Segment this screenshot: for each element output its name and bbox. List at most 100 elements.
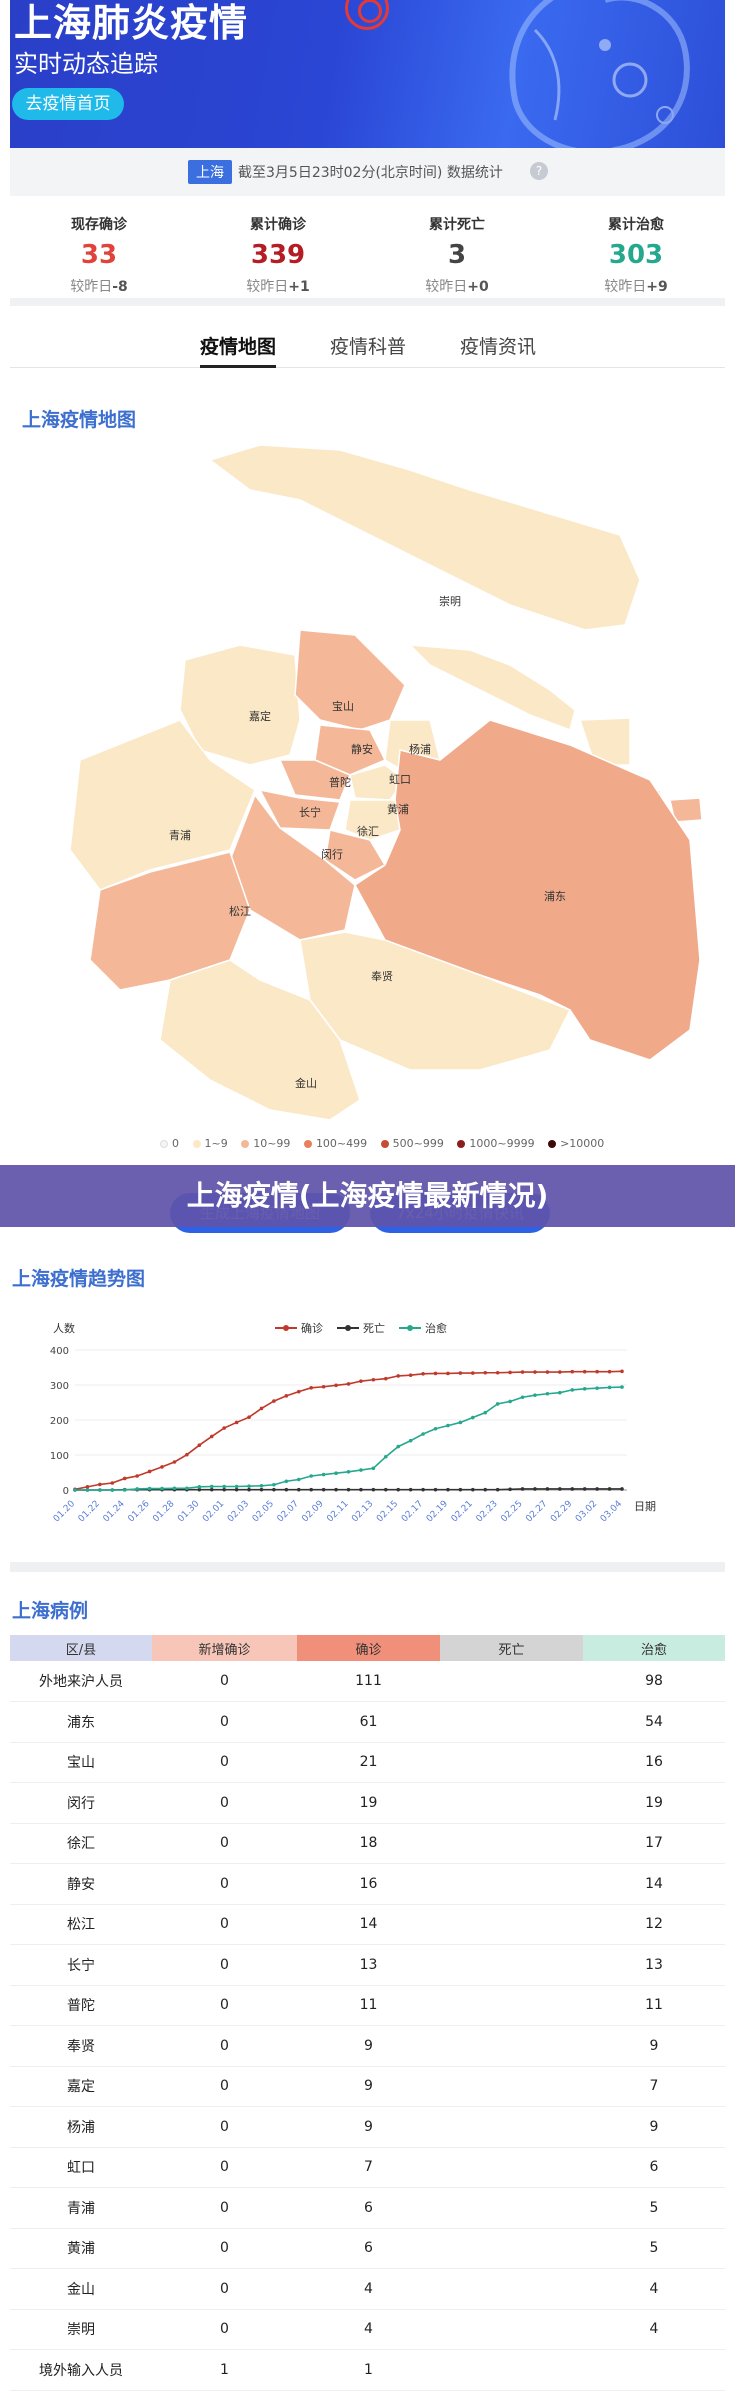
data-point: [620, 1487, 624, 1491]
stat-total-confirmed: 累计确诊 339 较昨日+1: [189, 214, 367, 296]
legend-item: 0: [160, 1137, 179, 1150]
data-point: [209, 1434, 214, 1439]
legend-item: >10000: [548, 1137, 604, 1150]
tab-epidemic-news[interactable]: 疫情资讯: [460, 336, 537, 358]
table-row: 普陀 0 11 11: [10, 1985, 725, 2026]
data-point: [234, 1420, 239, 1425]
stat-value: 33: [80, 240, 118, 270]
stat-total-cured: 累计治愈 303 较昨日+9: [547, 214, 725, 296]
data-point: [495, 1487, 500, 1492]
data-point: [110, 1481, 115, 1485]
data-point: [98, 1488, 102, 1492]
label-changning: 长宁: [299, 805, 321, 819]
district-chongming: [208, 444, 641, 631]
shanghai-district-map: 崇明 嘉定 宝山 静安 杨浦 虹口 普陀 长宁 黄浦 徐汇 青浦 闵行 松江 浦…: [69, 444, 703, 1120]
epidemic-home-button[interactable]: 去疫情首页: [12, 88, 124, 120]
data-point: [383, 1487, 388, 1492]
data-point: [197, 1487, 202, 1492]
table-cell: 0: [152, 2187, 297, 2229]
data-point: [458, 1371, 463, 1375]
table-cell: 11: [583, 1985, 725, 2026]
table-cell: 0: [152, 2268, 297, 2310]
data-point: [334, 1383, 338, 1388]
data-point: [533, 1487, 537, 1491]
data-point: [309, 1386, 314, 1390]
data-point: [147, 1469, 152, 1474]
x-tick-label: 01.20: [52, 1499, 77, 1524]
data-point: [160, 1486, 164, 1491]
table-cell: 浦东: [10, 1701, 152, 1743]
header-deaths[interactable]: 死亡: [440, 1635, 583, 1661]
header-district[interactable]: 区/县: [10, 1635, 152, 1661]
data-point: [533, 1393, 537, 1397]
data-point: [346, 1470, 351, 1474]
data-point: [582, 1487, 587, 1491]
header-new-confirmed[interactable]: 新增确诊: [152, 1635, 297, 1661]
table-cell: 5: [583, 2187, 725, 2229]
header-confirmed[interactable]: 确诊: [297, 1635, 440, 1661]
data-point: [570, 1388, 575, 1392]
y-tick-label: 300: [50, 1381, 69, 1392]
data-point: [570, 1369, 575, 1374]
table-cell: 4: [583, 2309, 725, 2350]
table-row: 黄浦 0 6 5: [10, 2228, 725, 2269]
section-divider: [10, 1562, 725, 1572]
data-point: [520, 1370, 525, 1374]
label-hongkou: 虹口: [389, 773, 411, 786]
table-row: 徐汇 0 18 17: [10, 1823, 725, 1864]
table-row: 境外输入人员 1 1: [10, 2349, 725, 2391]
data-point: [545, 1487, 550, 1491]
data-point: [272, 1487, 276, 1492]
data-point: [172, 1460, 177, 1464]
data-point: [197, 1485, 202, 1489]
data-point: [160, 1465, 164, 1469]
x-tick-label: 01.28: [151, 1499, 176, 1524]
data-point: [247, 1484, 251, 1488]
tab-epidemic-science[interactable]: 疫情科普: [330, 336, 407, 358]
data-point: [471, 1415, 475, 1420]
help-icon[interactable]: ?: [530, 162, 548, 180]
table-cell: 青浦: [10, 2187, 152, 2229]
data-point: [607, 1487, 612, 1491]
x-tick-label: 01.30: [176, 1499, 201, 1524]
label-chongming: 崇明: [439, 595, 461, 608]
data-point: [421, 1487, 425, 1492]
data-point: [446, 1487, 450, 1492]
data-point: [483, 1370, 488, 1375]
table-cell: 4: [297, 2268, 440, 2310]
table-header-row: 区/县 新增确诊 确诊 死亡 治愈: [10, 1635, 725, 1661]
data-point: [508, 1487, 512, 1492]
data-point: [408, 1438, 413, 1443]
table-cell: 16: [297, 1863, 440, 1905]
stat-value: 339: [250, 240, 306, 270]
data-point: [495, 1370, 500, 1375]
data-point: [122, 1476, 127, 1481]
table-cell: 4: [297, 2309, 440, 2350]
x-tick-label: 02.27: [524, 1499, 549, 1524]
header-cured[interactable]: 治愈: [583, 1635, 725, 1661]
banner-title: 上海肺炎疫情: [14, 1, 249, 45]
table-row: 崇明 0 4 4: [10, 2309, 725, 2350]
data-point: [433, 1371, 438, 1376]
table-cell: 0: [152, 1863, 297, 1905]
table-cell: [440, 1944, 583, 1986]
table-cell: 19: [583, 1782, 725, 1824]
table-cell: 17: [583, 1823, 725, 1864]
table-cell: 1: [152, 2349, 297, 2391]
table-row: 金山 0 4 4: [10, 2268, 725, 2310]
stat-change: 较昨日+9: [604, 279, 668, 295]
data-point: [135, 1487, 139, 1491]
data-point: [197, 1443, 202, 1447]
data-point: [383, 1454, 388, 1459]
tab-epidemic-map[interactable]: 疫情地图: [200, 332, 277, 368]
data-point: [545, 1370, 550, 1374]
district-pudong: [354, 719, 701, 1061]
table-cell: [440, 2106, 583, 2148]
table-cell: [440, 1661, 583, 1702]
table-cell: 崇明: [10, 2309, 152, 2350]
table-row: 闵行 0 19 19: [10, 1782, 725, 1824]
target-icon: [345, 0, 389, 30]
data-point: [209, 1484, 214, 1489]
table-cell: 境外输入人员: [10, 2349, 152, 2391]
data-point: [234, 1484, 239, 1489]
